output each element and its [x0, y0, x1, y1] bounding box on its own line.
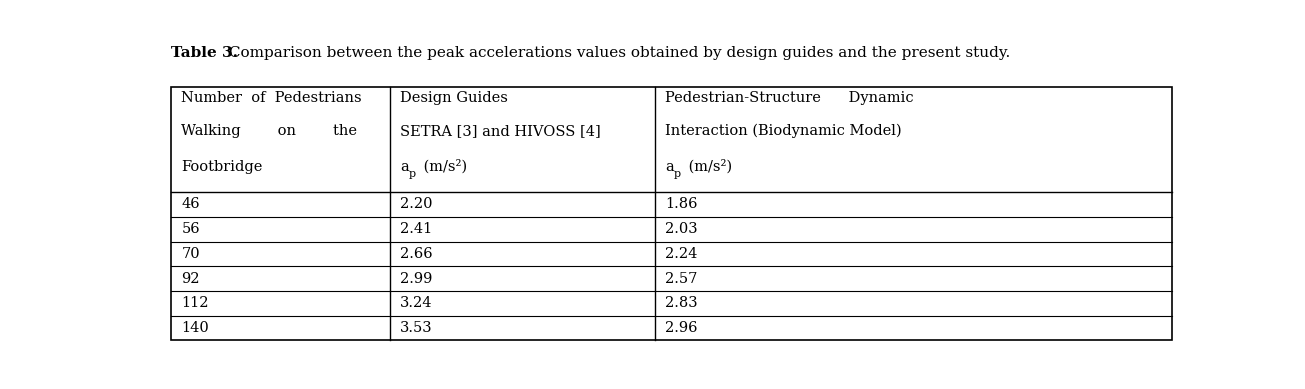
Text: 2.66: 2.66 — [401, 247, 433, 261]
Text: 1.86: 1.86 — [666, 198, 698, 212]
Text: 2.41: 2.41 — [401, 222, 432, 236]
Text: 2.24: 2.24 — [666, 247, 698, 261]
Text: a: a — [666, 160, 675, 174]
Text: 2.83: 2.83 — [666, 296, 698, 310]
Bar — [171, 87, 1172, 340]
Text: 2.96: 2.96 — [666, 321, 698, 335]
Text: Walking        on        the: Walking on the — [181, 124, 358, 138]
Text: 2.99: 2.99 — [401, 272, 432, 286]
Text: Pedestrian-Structure      Dynamic: Pedestrian-Structure Dynamic — [666, 91, 914, 105]
Text: 70: 70 — [181, 247, 200, 261]
Text: 3.53: 3.53 — [401, 321, 433, 335]
Text: 2.03: 2.03 — [666, 222, 698, 236]
Text: p: p — [408, 168, 416, 179]
Text: 2.57: 2.57 — [666, 272, 698, 286]
Text: 92: 92 — [181, 272, 200, 286]
Text: Design Guides: Design Guides — [401, 91, 508, 105]
Text: Interaction (Biodynamic Model): Interaction (Biodynamic Model) — [666, 124, 902, 138]
Text: Footbridge: Footbridge — [181, 160, 262, 174]
Text: 140: 140 — [181, 321, 209, 335]
Text: Number  of  Pedestrians: Number of Pedestrians — [181, 91, 361, 105]
Text: (m/s²): (m/s²) — [419, 160, 467, 174]
Text: 112: 112 — [181, 296, 209, 310]
Text: SETRA [3] and HIVOSS [4]: SETRA [3] and HIVOSS [4] — [401, 124, 600, 138]
Text: 46: 46 — [181, 198, 200, 212]
Text: a: a — [401, 160, 408, 174]
Text: 56: 56 — [181, 222, 200, 236]
Text: Comparison between the peak accelerations values obtained by design guides and t: Comparison between the peak acceleration… — [224, 46, 1010, 60]
Text: (m/s²): (m/s²) — [684, 160, 732, 174]
Text: Table 3.: Table 3. — [171, 46, 239, 60]
Text: p: p — [675, 168, 681, 179]
Text: 3.24: 3.24 — [401, 296, 432, 310]
Text: 2.20: 2.20 — [401, 198, 432, 212]
